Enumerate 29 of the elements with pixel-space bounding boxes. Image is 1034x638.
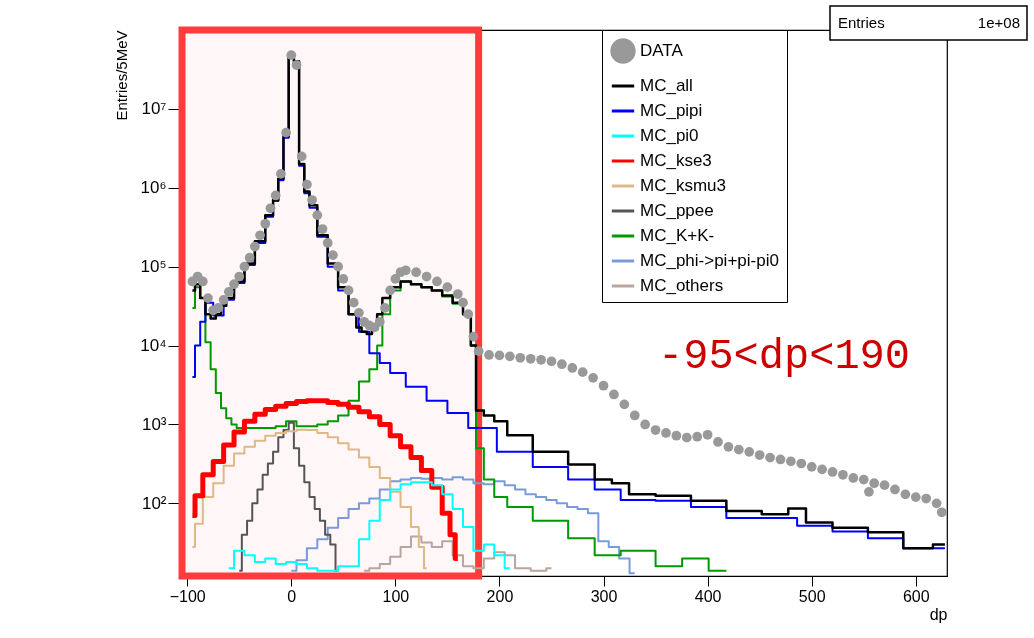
y-tick-label: 10³	[141, 414, 167, 434]
x-tick-label: 400	[694, 587, 722, 605]
x-axis-title: dp	[929, 605, 948, 623]
text: 1e+08	[977, 14, 1020, 31]
legend-label: MC_pi0	[640, 126, 699, 145]
y-tick-label: 10⁴	[140, 336, 167, 356]
y-axis-title: Entries/5MeV	[113, 30, 131, 121]
x-tick-label: 0	[287, 587, 297, 605]
x-tick-label: 600	[902, 587, 930, 605]
y-tick-label: 10⁷	[141, 99, 167, 119]
y-tick-label: 10⁵	[140, 257, 167, 277]
x-tick-label: 300	[590, 587, 618, 605]
x-tick-label: 500	[798, 587, 826, 605]
x-tick-label: 100	[382, 587, 410, 605]
y-tick-label: 10²	[141, 493, 167, 513]
annotation: -95<dp<190	[657, 333, 911, 381]
legend-label: MC_phi->pi+pi-pi0	[640, 251, 779, 270]
legend-label: MC_pipi	[640, 101, 703, 120]
y-tick-label: 10⁶	[140, 178, 167, 198]
legend-label: MC_all	[640, 76, 693, 95]
x-tick-label: −100	[169, 587, 206, 605]
legend-label: MC_ksmu3	[640, 176, 726, 195]
annotation: Entries	[838, 14, 885, 31]
x-tick-label: 200	[486, 587, 514, 605]
legend-label: MC_K+K-	[640, 226, 715, 245]
legend-label: MC_kse3	[640, 151, 712, 170]
legend-label: MC_others	[640, 276, 724, 295]
legend-label: DATA	[640, 41, 684, 60]
legend-label: MC_ppee	[640, 201, 714, 220]
